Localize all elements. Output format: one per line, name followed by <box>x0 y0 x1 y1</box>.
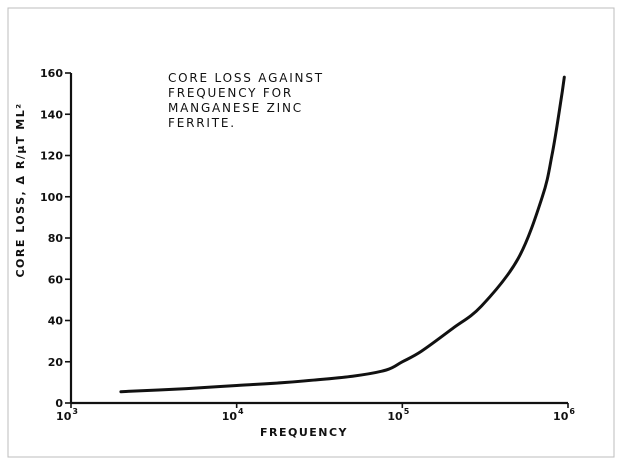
y-tick-label: 20 <box>48 356 64 369</box>
x-tick-label: 103 <box>56 407 78 423</box>
ticks: 0 20 40 60 80 100 120 140 160 103 104 105 106 <box>40 67 575 423</box>
y-tick-label: 80 <box>48 232 64 245</box>
axes <box>69 73 568 405</box>
series-line <box>119 75 566 394</box>
x-tick-label: 105 <box>387 407 409 423</box>
y-tick-label: 100 <box>40 191 63 204</box>
y-tick-label: 160 <box>40 67 63 80</box>
y-tick-label: 140 <box>40 108 63 121</box>
y-tick-label: 0 <box>55 397 63 410</box>
x-tick-label: 106 <box>553 407 575 423</box>
plot-area <box>119 75 566 394</box>
chart-title-line: CORE LOSS AGAINST <box>168 71 324 85</box>
y-tick-label: 40 <box>48 315 64 328</box>
chart-frame <box>7 7 615 458</box>
y-tick-label: 60 <box>48 273 64 286</box>
y-axis-title: CORE LOSS, Δ R/µT ML² <box>14 102 27 277</box>
x-axis-title: FREQUENCY <box>260 426 348 439</box>
chart-title-line: MANGANESE ZINC <box>168 101 303 115</box>
chart-title-line: FREQUENCY FOR <box>168 86 293 100</box>
y-tick-label: 120 <box>40 150 63 163</box>
chart-title-line: FERRITE. <box>168 116 236 130</box>
x-tick-label: 104 <box>222 407 244 423</box>
